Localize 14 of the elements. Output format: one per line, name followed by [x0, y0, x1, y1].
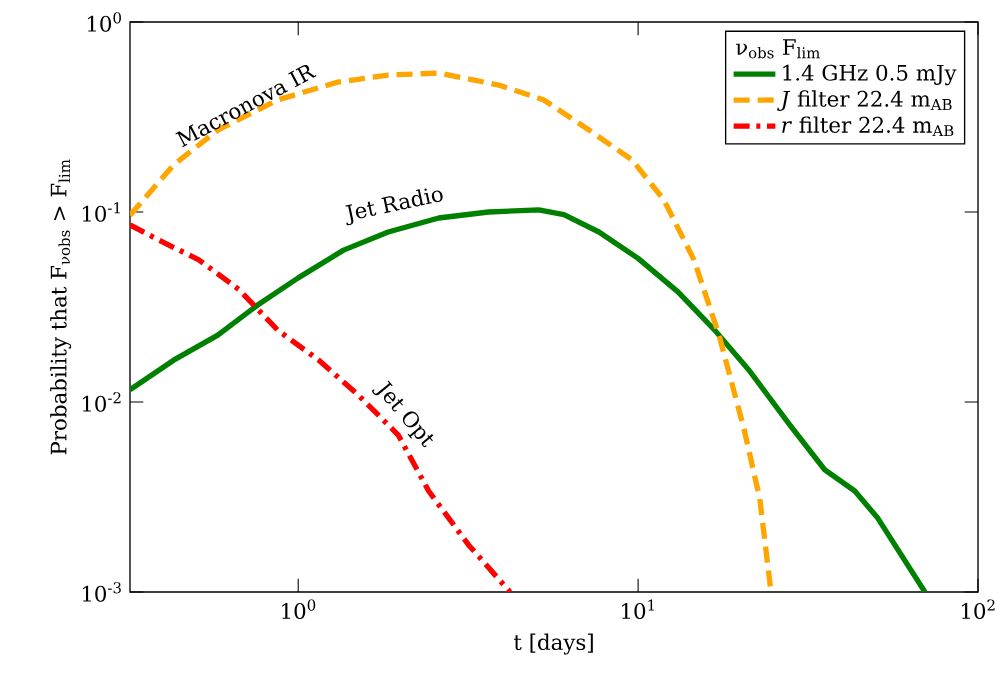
x-axis-title: t [days] [513, 633, 593, 655]
y-tick-label: 10$^{-2}$ [82, 392, 121, 412]
x-tick-label: 10$^{0}$ [282, 599, 316, 620]
y-tick-label: 10$^{-1}$ [82, 202, 120, 222]
legend-label: 1.4 GHz 0.5 mJy [783, 64, 957, 86]
annotation: Jet Radio [345, 188, 443, 226]
legend-label: J filter 22.4 m$_{AB}$ [777, 90, 952, 111]
x-tick-label: 10$^{1}$ [622, 599, 654, 620]
y-axis-title: Probability that F$_{νobs}$ > F$_{lim}$ [50, 159, 72, 455]
legend-title: ν$_{obs}$ F$_{lim}$ [735, 39, 820, 59]
legend-label: r filter 22.4 m$_{AB}$ [782, 116, 954, 137]
y-tick-label: 10$^{0}$ [87, 12, 121, 32]
x-tick-label: 10$^{2}$ [961, 599, 995, 620]
y-tick-label: 10$^{-3}$ [82, 582, 121, 602]
